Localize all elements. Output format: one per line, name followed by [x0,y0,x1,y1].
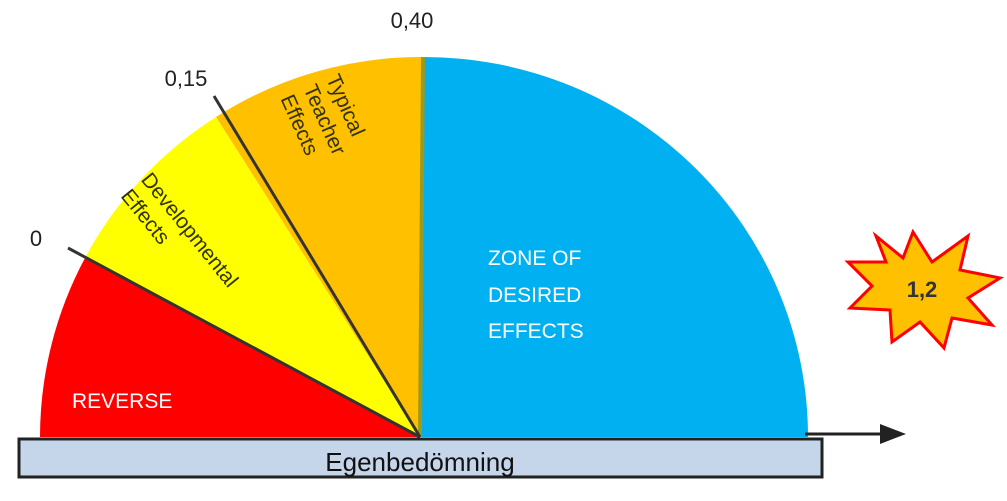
zone-desired [420,57,808,437]
zone-desired-line-1: ZONE OF [488,247,581,270]
tick-label-015: 0,15 [165,66,208,91]
burst-label: 1,2 [907,277,938,302]
zone-desired-line-3: EFFECTS [488,320,584,343]
zone-typical-teacher [216,56,424,438]
bottom-bar [17,437,824,479]
burst-shape [844,228,1004,352]
axis-arrowhead [880,424,906,444]
zone-developmental [85,117,420,437]
zone-desired-line-2: DESIRED [488,284,581,307]
tick-label-0: 0 [30,226,42,251]
bottom-bar-label: Egenbedömning [325,447,514,477]
zone-label-reverse: REVERSE [72,390,172,413]
divider-line-0 [67,246,421,439]
zone-reverse [40,258,420,437]
divider-line-015 [212,95,422,438]
boundary-orange-blue [418,56,425,438]
tick-label-040: 0,40 [391,8,434,33]
